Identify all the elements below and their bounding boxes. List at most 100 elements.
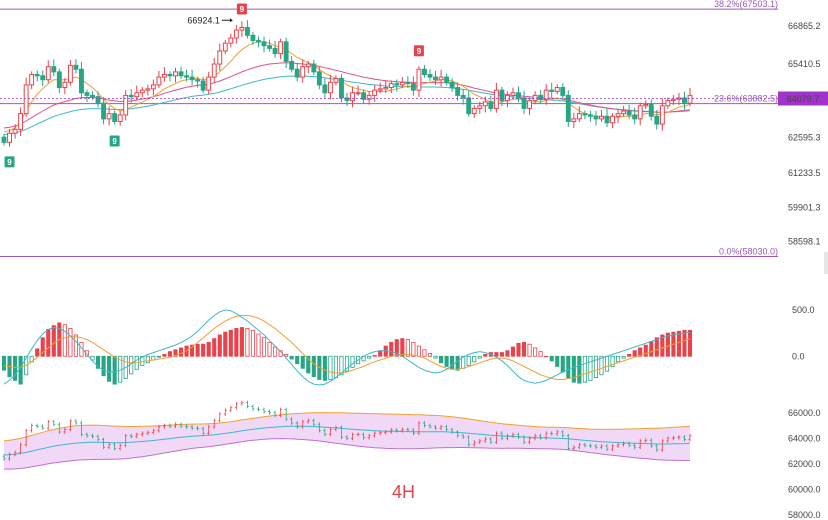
candle-body bbox=[687, 94, 693, 104]
boll-tick-label: 58000.0 bbox=[788, 510, 821, 520]
macd-bar bbox=[350, 355, 355, 368]
macd-bar bbox=[311, 355, 316, 378]
td-marker bbox=[109, 135, 120, 147]
macd-bar bbox=[649, 341, 654, 357]
candle-body bbox=[173, 71, 178, 77]
timeframe-label: 4H bbox=[392, 482, 415, 502]
macd-bar bbox=[521, 341, 527, 357]
candle-body bbox=[659, 105, 665, 125]
candle-body bbox=[455, 87, 461, 96]
macd-bar bbox=[250, 329, 256, 357]
macd-bar bbox=[295, 355, 300, 365]
macd-bar bbox=[455, 355, 460, 371]
macd-bar bbox=[145, 355, 150, 364]
macd-bar bbox=[339, 355, 344, 376]
high-annotation: 66924.1 bbox=[187, 15, 220, 25]
macd-bar bbox=[378, 350, 383, 357]
macd-bar bbox=[289, 355, 294, 360]
macd-bar bbox=[18, 355, 23, 385]
macd-bar bbox=[367, 355, 372, 359]
macd-bar bbox=[223, 331, 228, 357]
candle-body bbox=[161, 73, 167, 78]
macd-bar bbox=[654, 337, 659, 357]
candle-body bbox=[128, 94, 134, 98]
macd-bar bbox=[466, 355, 471, 366]
candle-body bbox=[217, 50, 223, 65]
macd-bar bbox=[206, 341, 211, 357]
macd-bar bbox=[632, 350, 637, 357]
candle-body bbox=[84, 92, 90, 96]
candle-body bbox=[12, 128, 18, 134]
macd-tick-label: 0.0 bbox=[792, 351, 805, 361]
macd-bar bbox=[234, 328, 239, 357]
macd-bar bbox=[411, 341, 416, 357]
candle-body bbox=[123, 94, 129, 116]
candle-body bbox=[665, 100, 671, 107]
macd-bar bbox=[544, 355, 549, 358]
td-marker bbox=[4, 156, 15, 168]
candle-body bbox=[134, 92, 140, 98]
candle-body bbox=[516, 92, 521, 99]
macd-bar bbox=[560, 355, 565, 373]
candle-body bbox=[233, 29, 239, 39]
candle-body bbox=[543, 89, 549, 100]
candle-body bbox=[145, 88, 151, 91]
candle-body bbox=[510, 92, 516, 96]
macd-bar bbox=[261, 337, 267, 357]
macd-bar bbox=[306, 355, 311, 374]
macd-bar bbox=[195, 343, 200, 357]
candle-body bbox=[316, 71, 322, 86]
macd-bar bbox=[73, 334, 78, 357]
candle-body bbox=[422, 68, 427, 75]
macd-bar bbox=[95, 355, 101, 369]
macd-bar bbox=[510, 346, 516, 357]
candle-body bbox=[554, 87, 560, 92]
candle-body bbox=[405, 81, 411, 85]
candle-body bbox=[433, 76, 438, 81]
macd-bar bbox=[62, 324, 67, 357]
ma-line-orange bbox=[3, 41, 691, 133]
candle-body bbox=[350, 92, 355, 102]
ma-line-cyan bbox=[3, 75, 691, 135]
candle-body bbox=[438, 76, 444, 81]
macd-bar bbox=[676, 330, 681, 357]
macd-bar bbox=[433, 355, 438, 359]
candle-body bbox=[239, 26, 245, 31]
candle-body bbox=[112, 113, 118, 122]
candle-body bbox=[250, 34, 256, 42]
price-tick-label: 58598.1 bbox=[788, 237, 821, 247]
macd-bar bbox=[499, 352, 504, 357]
candle-body bbox=[29, 73, 35, 86]
candle-body bbox=[305, 63, 311, 68]
macd-bar bbox=[284, 354, 289, 357]
macd-bar bbox=[107, 355, 112, 382]
candle-body bbox=[101, 102, 107, 120]
macd-bar bbox=[604, 355, 610, 372]
macd-bar bbox=[212, 338, 217, 357]
boll-upper-line bbox=[3, 412, 691, 442]
candle-body bbox=[560, 87, 566, 96]
candle-body bbox=[565, 94, 571, 122]
price-tick-label: 62595.3 bbox=[788, 132, 821, 142]
candle-body bbox=[471, 107, 477, 115]
macd-bar bbox=[416, 345, 421, 357]
candle-body bbox=[410, 83, 416, 91]
candle-body bbox=[90, 94, 95, 98]
macd-bar bbox=[599, 355, 604, 376]
macd-bar bbox=[400, 338, 405, 357]
macd-bar bbox=[610, 355, 615, 367]
candle-body bbox=[300, 66, 306, 78]
ma-line-pink bbox=[3, 62, 691, 129]
boll-tick-label: 62000.0 bbox=[788, 459, 821, 469]
scroll-handle[interactable] bbox=[824, 252, 828, 274]
candle-body bbox=[195, 79, 201, 82]
candle-body bbox=[51, 66, 57, 73]
macd-bar bbox=[228, 329, 233, 357]
macd-bar bbox=[201, 343, 206, 357]
macd-bar bbox=[84, 350, 90, 357]
candle-body bbox=[62, 81, 68, 89]
td-marker bbox=[236, 3, 247, 15]
candle-body bbox=[294, 68, 300, 78]
candle-body bbox=[532, 94, 538, 102]
candle-body bbox=[189, 76, 195, 81]
